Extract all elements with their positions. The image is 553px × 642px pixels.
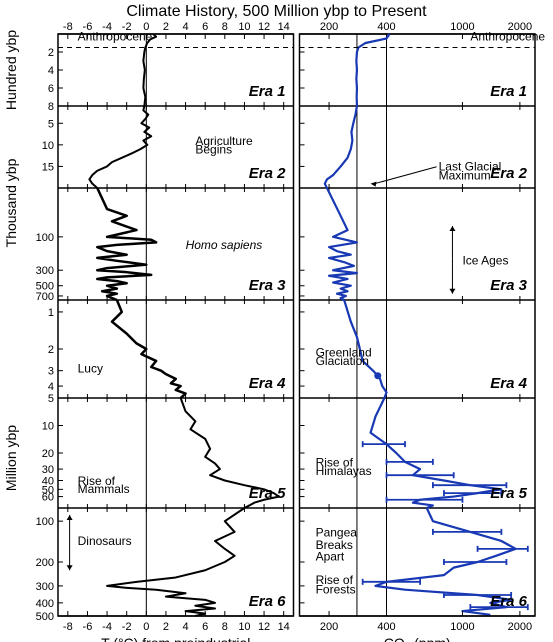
svg-text:4: 4 (183, 21, 189, 33)
svg-text:2: 2 (163, 21, 169, 33)
svg-text:0: 0 (143, 621, 149, 633)
svg-text:2000: 2000 (508, 621, 532, 633)
svg-text:2: 2 (48, 47, 54, 59)
svg-text:1: 1 (48, 307, 54, 319)
svg-text:400: 400 (377, 621, 395, 633)
svg-text:1000: 1000 (450, 621, 474, 633)
svg-text:4: 4 (48, 65, 54, 77)
svg-text:6: 6 (202, 21, 208, 33)
svg-text:Million ybp: Million ybp (3, 425, 19, 491)
svg-text:Homo sapiens: Homo sapiens (186, 238, 263, 252)
svg-text:Anthropocene: Anthropocene (470, 29, 545, 43)
svg-text:Era 4: Era 4 (249, 375, 286, 392)
svg-text:Anthropocene: Anthropocene (78, 29, 153, 43)
svg-text:300: 300 (36, 581, 54, 593)
svg-text:400: 400 (377, 21, 395, 33)
svg-text:10: 10 (42, 421, 54, 433)
svg-text:CO₂ (ppm): CO₂ (ppm) (384, 635, 451, 642)
svg-text:60: 60 (42, 492, 54, 504)
svg-text:10: 10 (238, 621, 250, 633)
climate-history-chart: Climate History, 500 Million ybp to Pres… (0, 0, 553, 642)
svg-text:30: 30 (42, 464, 54, 476)
svg-text:Himalayas: Himalayas (316, 464, 372, 478)
svg-text:14: 14 (278, 621, 290, 633)
svg-text:14: 14 (278, 21, 290, 33)
svg-text:Glaciation: Glaciation (316, 354, 369, 368)
svg-text:Mammals: Mammals (78, 482, 130, 496)
svg-text:2: 2 (163, 621, 169, 633)
svg-text:T (°C) from preindustrial: T (°C) from preindustrial (101, 635, 250, 642)
svg-text:12: 12 (258, 21, 270, 33)
svg-text:4: 4 (183, 621, 189, 633)
svg-text:Era 4: Era 4 (490, 375, 527, 392)
svg-text:300: 300 (36, 265, 54, 277)
svg-text:Era 2: Era 2 (249, 165, 286, 182)
svg-text:Hundred ybp: Hundred ybp (3, 30, 19, 110)
svg-text:2: 2 (48, 344, 54, 356)
svg-text:3: 3 (48, 366, 54, 378)
svg-text:Era 6: Era 6 (249, 593, 286, 610)
svg-text:-6: -6 (83, 621, 93, 633)
svg-text:Maximum: Maximum (439, 168, 491, 182)
svg-text:Thousand ybp: Thousand ybp (3, 158, 19, 247)
svg-text:8: 8 (222, 621, 228, 633)
svg-text:8: 8 (222, 21, 228, 33)
svg-text:10: 10 (238, 21, 250, 33)
svg-text:-4: -4 (102, 621, 112, 633)
svg-text:Era 3: Era 3 (490, 277, 527, 294)
svg-text:6: 6 (202, 621, 208, 633)
svg-text:12: 12 (258, 621, 270, 633)
svg-text:4: 4 (48, 381, 54, 393)
svg-text:Apart: Apart (316, 550, 345, 564)
svg-text:200: 200 (320, 21, 338, 33)
svg-text:Era 3: Era 3 (249, 277, 286, 294)
svg-text:Era 5: Era 5 (490, 485, 527, 502)
svg-text:Forests: Forests (316, 582, 356, 596)
svg-text:100: 100 (36, 232, 54, 244)
svg-text:10: 10 (42, 140, 54, 152)
svg-text:Era 5: Era 5 (249, 485, 286, 502)
svg-text:700: 700 (36, 291, 54, 303)
svg-text:5: 5 (48, 393, 54, 405)
svg-text:5: 5 (48, 118, 54, 130)
svg-text:Era 1: Era 1 (249, 83, 286, 100)
svg-text:-2: -2 (122, 621, 132, 633)
svg-text:500: 500 (36, 611, 54, 623)
svg-text:6: 6 (48, 83, 54, 95)
svg-text:200: 200 (320, 621, 338, 633)
svg-text:Ice Ages: Ice Ages (462, 254, 508, 268)
svg-text:Lucy: Lucy (78, 361, 103, 375)
svg-text:20: 20 (42, 448, 54, 460)
svg-text:15: 15 (42, 161, 54, 173)
svg-text:100: 100 (36, 516, 54, 528)
svg-text:200: 200 (36, 557, 54, 569)
svg-text:-8: -8 (63, 21, 73, 33)
svg-text:8: 8 (48, 101, 54, 113)
svg-text:Dinosaurs: Dinosaurs (78, 534, 132, 548)
svg-text:Era 6: Era 6 (490, 593, 527, 610)
svg-text:-8: -8 (63, 621, 73, 633)
svg-text:400: 400 (36, 598, 54, 610)
svg-text:Era 1: Era 1 (490, 83, 527, 100)
svg-text:Begins: Begins (195, 142, 232, 156)
svg-text:Climate History, 500 Million y: Climate History, 500 Million ybp to Pres… (126, 3, 427, 20)
